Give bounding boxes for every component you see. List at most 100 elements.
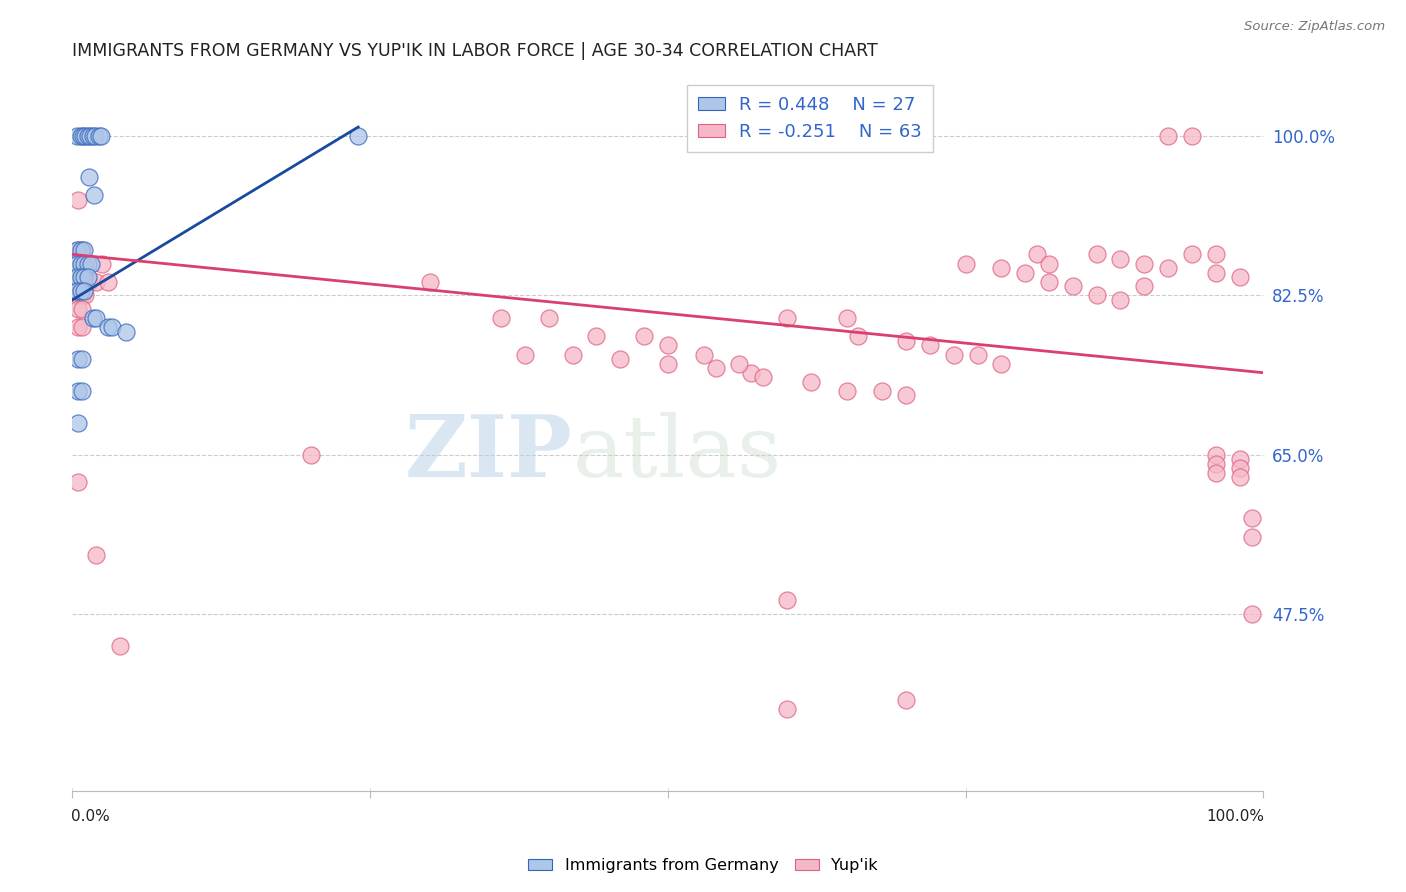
Point: [100, 320, 122, 334]
Point: [1038, 275, 1060, 289]
Point: [848, 329, 870, 343]
Point: [91, 256, 114, 270]
Point: [633, 329, 655, 343]
Point: [67, 261, 90, 276]
Point: [585, 329, 607, 343]
Point: [1085, 247, 1108, 261]
Point: [87, 129, 110, 144]
Point: [72, 129, 94, 144]
Point: [704, 361, 727, 376]
Point: [69, 284, 91, 298]
Point: [990, 261, 1012, 276]
Point: [97, 275, 120, 289]
Point: [115, 325, 138, 339]
Point: [1133, 279, 1156, 293]
Point: [73, 270, 96, 285]
Text: 100.0%: 100.0%: [1206, 809, 1264, 824]
Point: [84, 129, 107, 144]
Point: [75, 275, 97, 289]
Point: [1205, 266, 1227, 280]
Point: [67, 352, 90, 367]
Point: [609, 352, 631, 367]
Point: [73, 243, 96, 257]
Point: [740, 366, 762, 380]
Point: [83, 188, 105, 202]
Point: [1133, 256, 1156, 270]
Point: [73, 256, 96, 270]
Point: [1109, 252, 1132, 266]
Point: [1038, 256, 1060, 270]
Point: [1240, 511, 1263, 525]
Point: [84, 311, 107, 326]
Point: [80, 256, 103, 270]
Point: [1157, 261, 1180, 276]
Point: [66, 284, 89, 298]
Point: [1181, 247, 1204, 261]
Legend: R = 0.448    N = 27, R = -0.251    N = 63: R = 0.448 N = 27, R = -0.251 N = 63: [688, 85, 932, 152]
Point: [1229, 270, 1251, 285]
Point: [800, 375, 823, 389]
Point: [69, 256, 91, 270]
Point: [1205, 466, 1227, 480]
Point: [918, 338, 941, 352]
Point: [67, 243, 90, 257]
Point: [79, 129, 101, 144]
Point: [75, 288, 97, 302]
Point: [942, 347, 965, 361]
Point: [90, 129, 112, 144]
Point: [1181, 129, 1204, 144]
Point: [1085, 288, 1108, 302]
Point: [1229, 470, 1251, 484]
Point: [1109, 293, 1132, 307]
Point: [69, 129, 91, 144]
Point: [67, 275, 90, 289]
Point: [67, 301, 90, 316]
Point: [76, 256, 98, 270]
Point: [537, 311, 560, 326]
Text: 0.0%: 0.0%: [72, 809, 110, 824]
Point: [70, 275, 93, 289]
Text: ZIP: ZIP: [405, 411, 572, 495]
Point: [955, 256, 977, 270]
Point: [70, 384, 93, 398]
Text: IMMIGRANTS FROM GERMANY VS YUP'IK IN LABOR FORCE | AGE 30-34 CORRELATION CHART: IMMIGRANTS FROM GERMANY VS YUP'IK IN LAB…: [72, 42, 879, 60]
Point: [67, 384, 90, 398]
Point: [67, 288, 90, 302]
Point: [1229, 461, 1251, 475]
Point: [657, 338, 679, 352]
Point: [84, 548, 107, 562]
Point: [835, 311, 858, 326]
Point: [66, 243, 89, 257]
Point: [776, 593, 799, 607]
Point: [513, 347, 536, 361]
Point: [894, 388, 917, 402]
Point: [1205, 448, 1227, 462]
Point: [894, 693, 917, 707]
Point: [1062, 279, 1084, 293]
Point: [1014, 266, 1036, 280]
Point: [76, 270, 98, 285]
Point: [1240, 607, 1263, 621]
Point: [347, 129, 370, 144]
Point: [728, 357, 751, 371]
Point: [108, 639, 131, 653]
Point: [1229, 452, 1251, 467]
Point: [1205, 247, 1227, 261]
Point: [66, 129, 89, 144]
Point: [77, 170, 100, 185]
Point: [1240, 529, 1263, 543]
Point: [692, 347, 714, 361]
Point: [97, 320, 120, 334]
Point: [66, 270, 89, 285]
Point: [73, 284, 96, 298]
Point: [66, 256, 89, 270]
Point: [1205, 457, 1227, 471]
Point: [419, 275, 441, 289]
Point: [657, 357, 679, 371]
Point: [776, 702, 799, 716]
Point: [69, 243, 91, 257]
Point: [990, 357, 1012, 371]
Point: [299, 448, 322, 462]
Point: [70, 243, 93, 257]
Point: [70, 288, 93, 302]
